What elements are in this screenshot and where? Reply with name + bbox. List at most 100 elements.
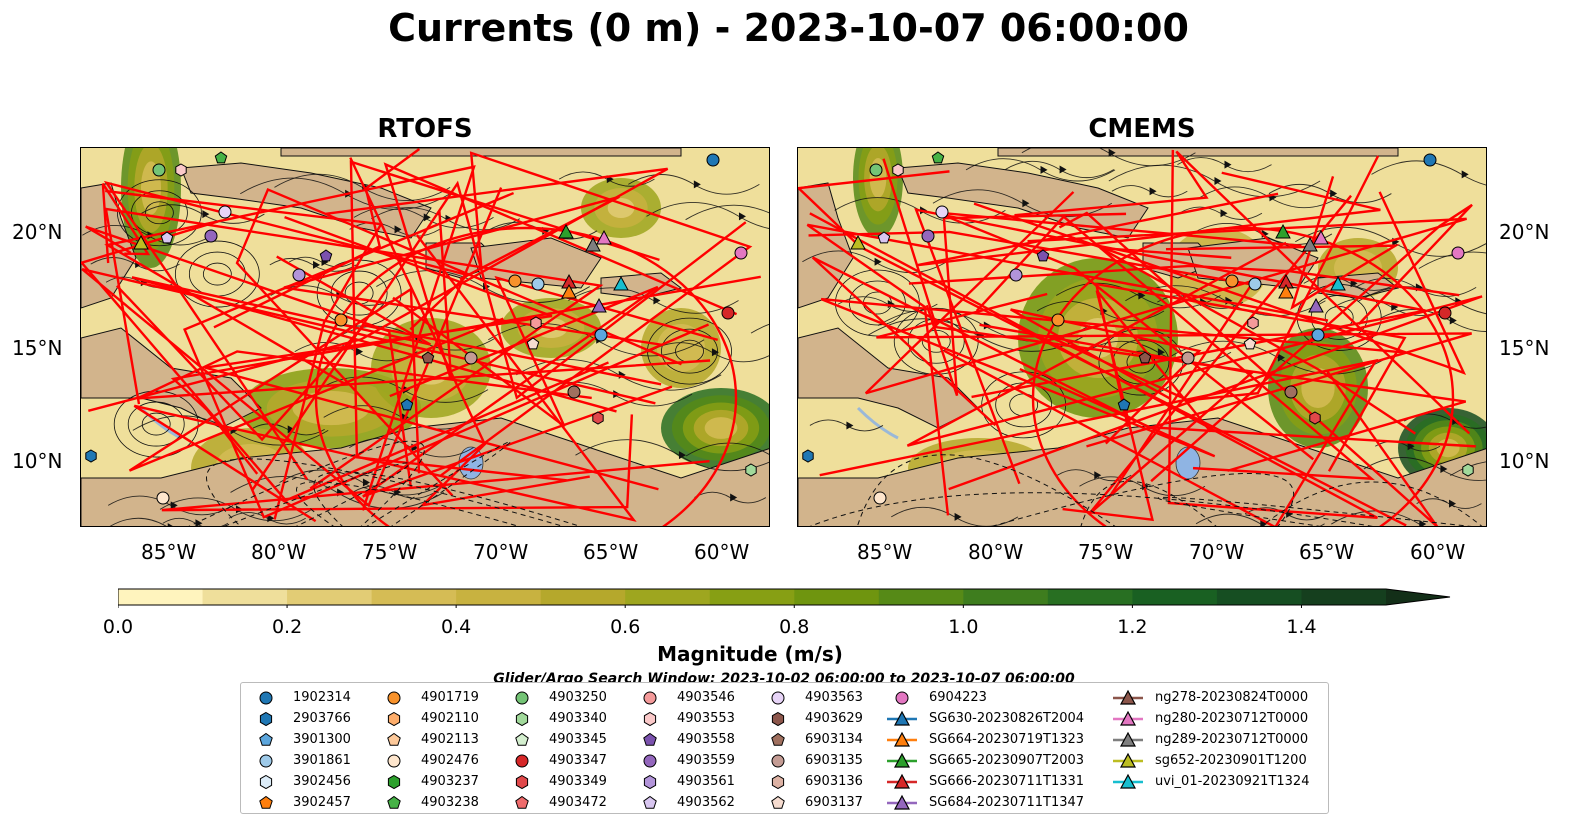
legend-hexagon-icon — [515, 774, 529, 789]
legend-item: 6903134 — [763, 729, 863, 750]
legend-column: 1902314 2903766 3901300 3901861 3902456 39024… — [251, 687, 351, 813]
colorbar — [118, 588, 1451, 608]
legend-item-label: 4903561 — [677, 774, 735, 789]
legend-item: 4903559 — [635, 750, 735, 771]
legend-item-label: SG666-20230711T1331 — [929, 774, 1085, 789]
lon-label-right-60w: 60°W — [1410, 540, 1466, 564]
legend-item: SG664-20230719T1323 — [887, 729, 1084, 750]
colorbar-tick-label: 1.0 — [948, 616, 979, 638]
legend-item-label: 4903472 — [549, 795, 607, 810]
legend-triangle-line-icon — [1113, 773, 1143, 789]
map-cmems[interactable] — [797, 147, 1487, 527]
legend-item-label: 4902113 — [421, 732, 479, 747]
legend-hexagon-icon — [259, 774, 273, 789]
legend-item-label: 4903345 — [549, 732, 607, 747]
legend-column: 4901719 4902110 4902113 4902476 4903237 49032… — [379, 687, 479, 813]
legend-item: 4903546 — [635, 687, 735, 708]
legend-column: 4903250 4903340 4903345 4903347 4903349 49034… — [507, 687, 607, 813]
legend-item-label: SG684-20230711T1347 — [929, 795, 1085, 810]
legend-triangle-line-icon — [887, 794, 917, 810]
legend-hexagon-icon — [771, 711, 785, 726]
legend-item-label: 3902456 — [293, 774, 351, 789]
legend-item-label: 6903137 — [805, 795, 863, 810]
legend-item: 4903237 — [379, 771, 479, 792]
legend-item: ng289-20230712T0000 — [1113, 729, 1309, 750]
lon-label-left-80w: 80°W — [251, 540, 307, 564]
legend-triangle-line-icon — [887, 752, 917, 768]
legend-item: SG684-20230711T1347 — [887, 792, 1084, 813]
legend-hexagon-icon — [515, 711, 529, 726]
legend-item-label: ng278-20230824T0000 — [1155, 690, 1309, 705]
legend-item: 4901719 — [379, 687, 479, 708]
panel-title-cmems: CMEMS — [1088, 114, 1196, 144]
legend-circle-icon — [771, 691, 785, 704]
legend-item-label: 3901861 — [293, 753, 351, 768]
figure-title: Currents (0 m) - 2023-10-07 06:00:00 — [388, 6, 1189, 50]
lon-label-left-65w: 65°W — [583, 540, 639, 564]
legend-item: sg652-20230901T1200 — [1113, 750, 1309, 771]
legend-item-label: 4903559 — [677, 753, 735, 768]
legend-item-label: 4903563 — [805, 690, 863, 705]
lat-label-left-15n: 15°N — [12, 336, 63, 360]
legend-hexagon-icon — [387, 774, 401, 789]
legend-item-label: sg652-20230901T1200 — [1155, 753, 1307, 768]
legend-item: 4903250 — [507, 687, 607, 708]
lon-label-right-75w: 75°W — [1078, 540, 1134, 564]
legend-hexagon-icon — [387, 711, 401, 726]
colorbar-tick-label: 0.6 — [610, 616, 641, 638]
search-window-text: Glider/Argo Search Window: 2023-10-02 06… — [493, 671, 1075, 684]
legend-pentagon-icon — [259, 795, 273, 809]
lon-label-left-85w: 85°W — [141, 540, 197, 564]
legend-hexagon-icon — [643, 711, 657, 726]
legend-triangle-line-icon — [887, 731, 917, 747]
legend-item-label: SG630-20230826T2004 — [929, 711, 1085, 726]
legend-circle-icon — [387, 691, 401, 704]
legend-column: ng278-20230824T0000 ng280-20230712T0000 ng… — [1113, 687, 1309, 792]
legend: 1902314 2903766 3901300 3901861 3902456 39024… — [240, 682, 1329, 814]
legend-item: 6903135 — [763, 750, 863, 771]
legend-item: 4903340 — [507, 708, 607, 729]
legend-circle-icon — [643, 691, 657, 704]
lon-label-left-60w: 60°W — [694, 540, 750, 564]
legend-column: 4903546 4903553 4903558 4903559 4903561 49035… — [635, 687, 735, 813]
legend-item-label: 4902110 — [421, 711, 479, 726]
legend-item: 4903349 — [507, 771, 607, 792]
lon-label-right-85w: 85°W — [857, 540, 913, 564]
legend-pentagon-icon — [643, 732, 657, 746]
legend-circle-icon — [259, 754, 273, 767]
legend-item: 4903472 — [507, 792, 607, 813]
legend-triangle-line-icon — [1113, 752, 1143, 768]
colorbar-tick-label: 1.4 — [1286, 616, 1317, 638]
lon-label-right-70w: 70°W — [1189, 540, 1245, 564]
legend-triangle-line-icon — [1113, 731, 1143, 747]
legend-circle-icon — [771, 754, 785, 767]
legend-circle-icon — [259, 691, 273, 704]
legend-item-label: 6904223 — [929, 690, 987, 705]
legend-column: 6904223 SG630-20230826T2004 SG664-20230719… — [887, 687, 1084, 813]
legend-item: SG665-20230907T2003 — [887, 750, 1084, 771]
legend-item-label: 2903766 — [293, 711, 351, 726]
legend-item: uvi_01-20230921T1324 — [1113, 771, 1309, 792]
legend-item: 6903136 — [763, 771, 863, 792]
legend-item: SG630-20230826T2004 — [887, 708, 1084, 729]
legend-item: 4903345 — [507, 729, 607, 750]
legend-hexagon-icon — [643, 774, 657, 789]
legend-pentagon-icon — [259, 732, 273, 746]
legend-item: SG666-20230711T1331 — [887, 771, 1084, 792]
legend-pentagon-icon — [387, 795, 401, 809]
legend-pentagon-icon — [387, 732, 401, 746]
legend-item: 4903558 — [635, 729, 735, 750]
legend-item: 1902314 — [251, 687, 351, 708]
legend-item: 4903629 — [763, 708, 863, 729]
legend-item-label: 4903349 — [549, 774, 607, 789]
colorbar-tick-label: 0.4 — [441, 616, 472, 638]
legend-item: 4902110 — [379, 708, 479, 729]
legend-item: 4903553 — [635, 708, 735, 729]
map-rtofs[interactable] — [80, 147, 770, 527]
legend-item: 4903562 — [635, 792, 735, 813]
legend-pentagon-icon — [643, 795, 657, 809]
legend-item-label: 1902314 — [293, 690, 351, 705]
legend-item-label: 6903134 — [805, 732, 863, 747]
lat-label-left-10n: 10°N — [12, 449, 63, 473]
legend-column: 4903563 4903629 6903134 6903135 6903136 69031… — [763, 687, 863, 813]
